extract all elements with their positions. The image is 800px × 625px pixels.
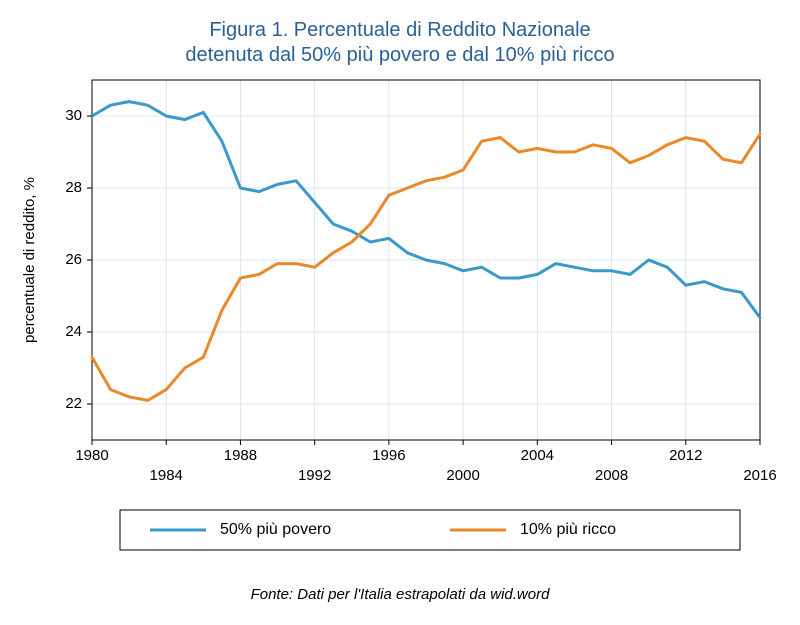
x-tick-label: 2004 — [521, 447, 554, 464]
legend-label-top10: 10% più ricco — [520, 521, 616, 538]
chart-title-line1: Figura 1. Percentuale di Reddito Naziona… — [0, 18, 800, 43]
chart-title: Figura 1. Percentuale di Reddito Naziona… — [0, 18, 800, 68]
x-tick-label: 1996 — [372, 447, 405, 464]
x-tick-label: 1992 — [298, 467, 331, 484]
x-tick-label: 2016 — [743, 467, 776, 484]
x-tick-label: 1984 — [150, 467, 183, 484]
series-top10 — [92, 134, 760, 400]
line-chart: 22 24 26 28 30 1980 1988 1996 2004 2012 1984 1992 20… — [0, 0, 800, 570]
legend-label-bottom50: 50% più povero — [220, 521, 331, 538]
y-axis-label: percentuale di reddito, % — [21, 177, 38, 343]
y-tick-label: 24 — [65, 323, 82, 340]
chart-source: Fonte: Dati per l'Italia estrapolati da … — [0, 586, 800, 603]
x-tick-label: 1980 — [75, 447, 108, 464]
y-tick-label: 22 — [65, 395, 82, 412]
chart-source-text: Fonte: Dati per l'Italia estrapolati da … — [251, 586, 550, 603]
legend — [120, 510, 740, 550]
y-tick-label: 26 — [65, 251, 82, 268]
x-tick-label: 1988 — [224, 447, 257, 464]
x-tick-label: 2000 — [446, 467, 479, 484]
y-tick-label: 30 — [65, 107, 82, 124]
x-tick-label: 2012 — [669, 447, 702, 464]
y-tick-label: 28 — [65, 179, 82, 196]
series-bottom50 — [92, 102, 760, 318]
x-tick-label: 2008 — [595, 467, 628, 484]
chart-title-line2: detenuta dal 50% più povero e dal 10% pi… — [0, 43, 800, 68]
